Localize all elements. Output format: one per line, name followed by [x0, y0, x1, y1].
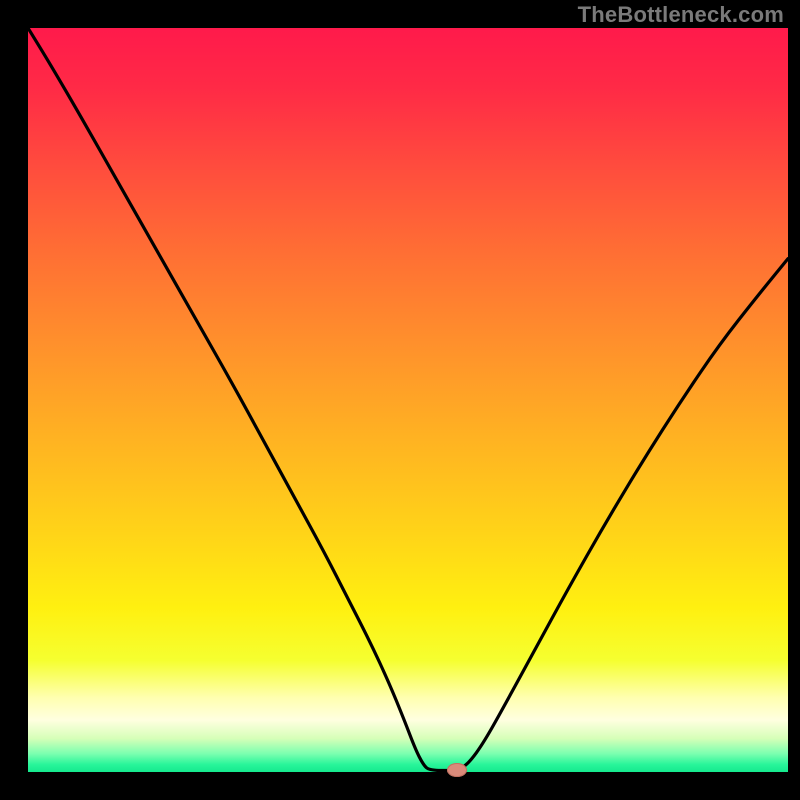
plot-area	[28, 28, 788, 772]
chart-frame: TheBottleneck.com	[0, 0, 800, 800]
watermark-text: TheBottleneck.com	[578, 2, 784, 28]
bottleneck-curve	[28, 28, 788, 772]
optimum-marker	[447, 763, 467, 777]
